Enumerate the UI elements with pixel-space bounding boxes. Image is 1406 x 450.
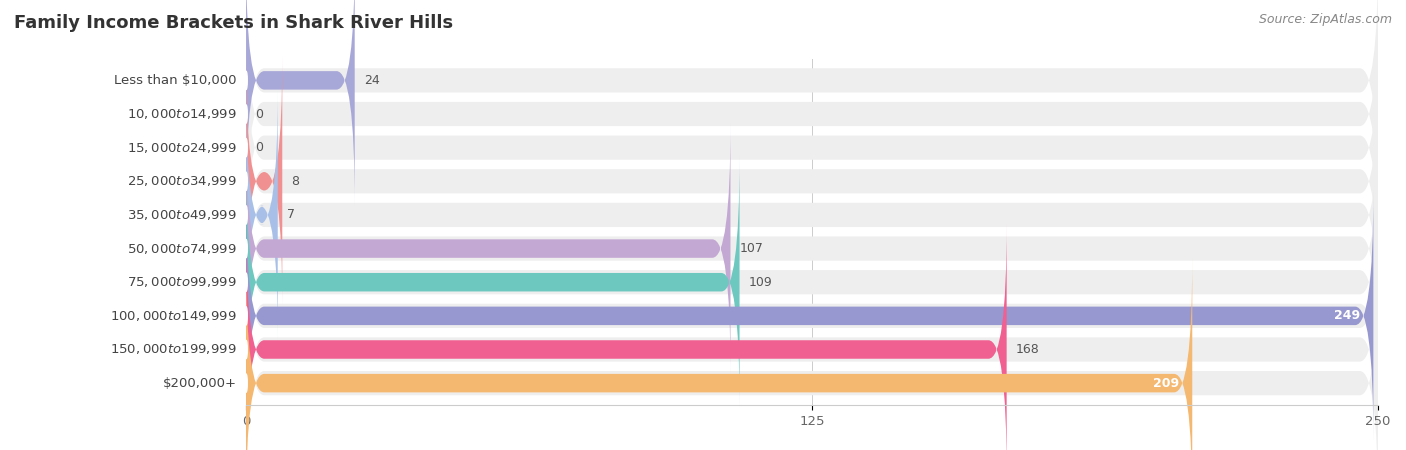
- Circle shape: [245, 105, 247, 123]
- FancyBboxPatch shape: [246, 93, 1378, 338]
- FancyBboxPatch shape: [246, 56, 283, 306]
- FancyBboxPatch shape: [246, 0, 354, 206]
- FancyBboxPatch shape: [246, 0, 1378, 236]
- Circle shape: [245, 239, 247, 258]
- Text: $100,000 to $149,999: $100,000 to $149,999: [111, 309, 238, 323]
- Text: $150,000 to $199,999: $150,000 to $199,999: [111, 342, 238, 356]
- FancyBboxPatch shape: [246, 224, 1007, 450]
- Circle shape: [245, 139, 247, 157]
- Text: $15,000 to $24,999: $15,000 to $24,999: [128, 141, 238, 155]
- Circle shape: [245, 273, 247, 291]
- Circle shape: [245, 172, 247, 190]
- Text: $35,000 to $49,999: $35,000 to $49,999: [128, 208, 238, 222]
- Text: 168: 168: [1015, 343, 1039, 356]
- FancyBboxPatch shape: [246, 160, 1378, 405]
- Text: $75,000 to $99,999: $75,000 to $99,999: [128, 275, 238, 289]
- FancyBboxPatch shape: [246, 258, 1192, 450]
- FancyBboxPatch shape: [246, 194, 1378, 438]
- Text: $50,000 to $74,999: $50,000 to $74,999: [128, 242, 238, 256]
- FancyBboxPatch shape: [246, 59, 1378, 304]
- Circle shape: [245, 71, 247, 90]
- Text: $25,000 to $34,999: $25,000 to $34,999: [128, 174, 238, 188]
- Text: $10,000 to $14,999: $10,000 to $14,999: [128, 107, 238, 121]
- FancyBboxPatch shape: [246, 261, 1378, 450]
- Text: 0: 0: [254, 141, 263, 154]
- Circle shape: [245, 374, 247, 392]
- FancyBboxPatch shape: [246, 90, 278, 340]
- Text: 109: 109: [748, 276, 772, 289]
- FancyBboxPatch shape: [246, 227, 1378, 450]
- Text: 107: 107: [740, 242, 763, 255]
- Text: Family Income Brackets in Shark River Hills: Family Income Brackets in Shark River Hi…: [14, 14, 453, 32]
- Text: Less than $10,000: Less than $10,000: [114, 74, 238, 87]
- Text: 249: 249: [1334, 309, 1360, 322]
- FancyBboxPatch shape: [246, 123, 731, 374]
- Circle shape: [245, 340, 247, 359]
- Text: 0: 0: [254, 108, 263, 121]
- Text: 209: 209: [1153, 377, 1178, 390]
- FancyBboxPatch shape: [246, 190, 1374, 441]
- Text: $200,000+: $200,000+: [163, 377, 238, 390]
- FancyBboxPatch shape: [246, 25, 1378, 270]
- FancyBboxPatch shape: [246, 157, 740, 408]
- Text: 24: 24: [364, 74, 380, 87]
- Circle shape: [245, 206, 247, 224]
- FancyBboxPatch shape: [246, 126, 1378, 371]
- Text: Source: ZipAtlas.com: Source: ZipAtlas.com: [1258, 14, 1392, 27]
- Text: 7: 7: [287, 208, 295, 221]
- Text: 8: 8: [291, 175, 299, 188]
- Circle shape: [245, 307, 247, 325]
- FancyBboxPatch shape: [246, 0, 1378, 203]
